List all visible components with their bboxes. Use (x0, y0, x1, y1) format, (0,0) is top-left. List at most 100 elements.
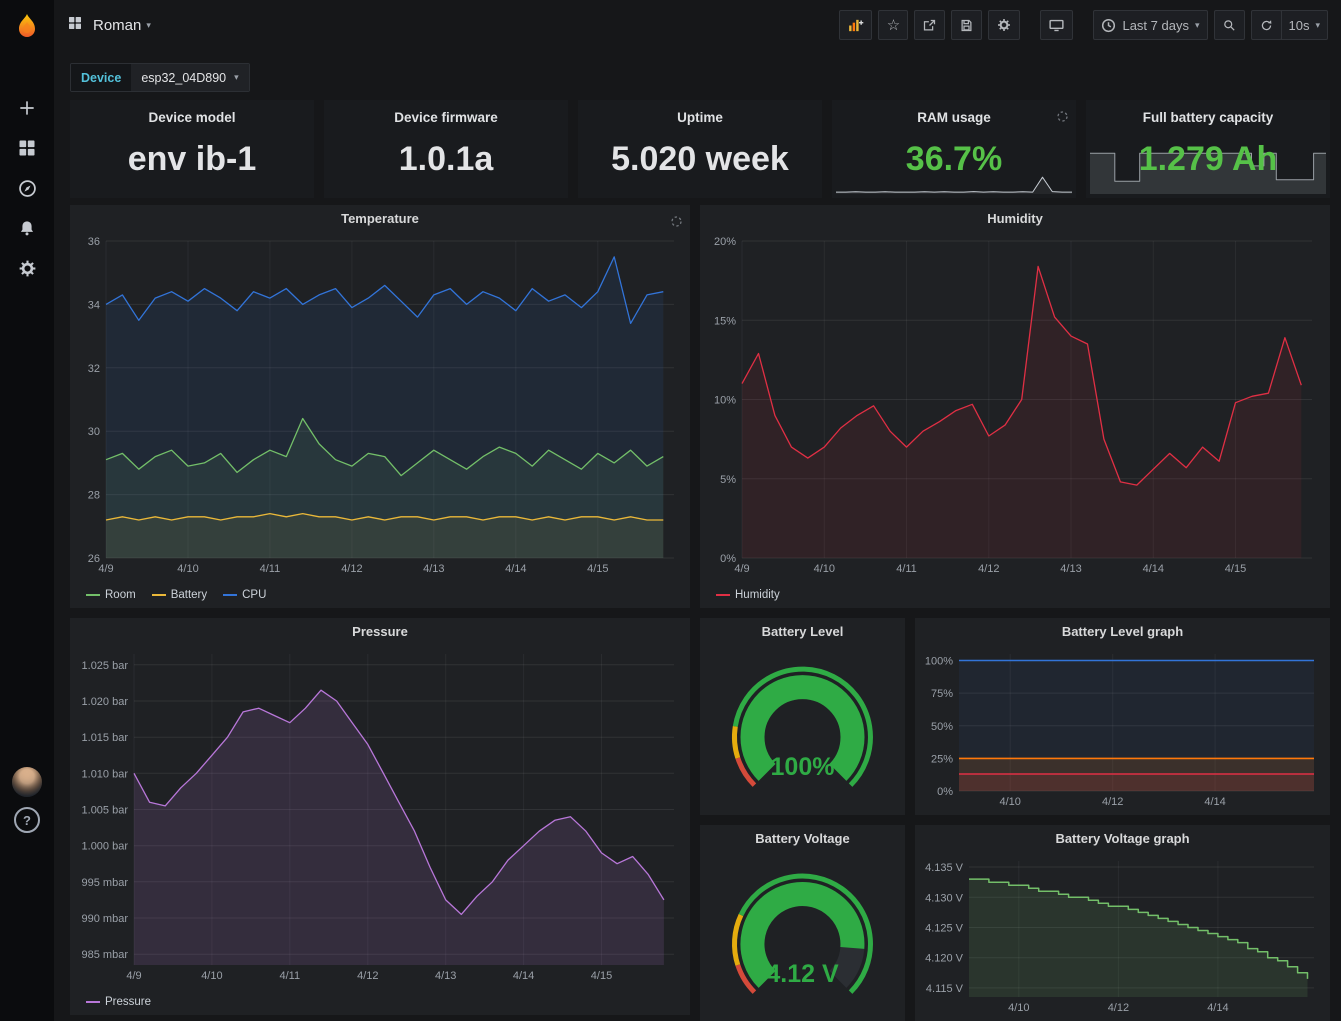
share-button[interactable] (914, 10, 946, 40)
time-range-button[interactable]: Last 7 days ▾ (1093, 10, 1208, 40)
battery-level-graph-chart[interactable]: 0% 25% 50% 75% 100% 4/10 4/12 4/14 (919, 646, 1326, 809)
stat-title[interactable]: Full battery capacity (1142, 110, 1274, 125)
dashboards-icon[interactable] (7, 128, 47, 168)
svg-text:15%: 15% (714, 315, 736, 327)
panel-title-pressure[interactable]: Pressure (352, 624, 408, 639)
tv-mode-button[interactable] (1040, 10, 1074, 40)
grafana-logo-icon[interactable] (7, 8, 47, 48)
refresh-interval-button[interactable]: 10s ▾ (1280, 10, 1328, 40)
svg-text:4/15: 4/15 (587, 563, 608, 575)
stat-title[interactable]: Device firmware (394, 110, 498, 125)
dashboard-settings-button[interactable] (988, 10, 1021, 40)
panel-title-temperature[interactable]: Temperature (341, 211, 419, 226)
stat-title[interactable]: Uptime (677, 110, 723, 125)
svg-text:30: 30 (88, 426, 100, 438)
chevron-down-icon[interactable]: ▾ (146, 19, 151, 30)
humidity-chart[interactable]: 0% 5% 10% 15% 20% 4/9 4/10 4/11 4/12 4/13 4/14 4/15 (704, 233, 1326, 578)
legend-item-battery[interactable]: Battery (151, 589, 207, 601)
svg-text:5%: 5% (720, 474, 736, 486)
svg-text:100%: 100% (925, 656, 953, 668)
help-icon[interactable]: ? (14, 807, 40, 833)
sidebar: ? (0, 0, 54, 1021)
battery-voltage-panel: Battery Voltage 4.12 V (700, 825, 905, 1021)
panel-title-battery-level-graph[interactable]: Battery Level graph (1061, 624, 1184, 639)
svg-text:4.125 V: 4.125 V (925, 923, 964, 935)
panel-title-battery-level[interactable]: Battery Level (761, 624, 844, 639)
avatar[interactable] (12, 767, 42, 797)
svg-text:4/9: 4/9 (734, 563, 749, 575)
legend-label: Humidity (735, 589, 780, 601)
svg-text:4/15: 4/15 (591, 970, 612, 982)
pressure-panel: Pressure 985 mbar 990 mbar 995 mbar 1.000 b… (70, 618, 690, 1015)
dashboards-grid-icon[interactable] (67, 15, 83, 36)
svg-text:1.015 bar: 1.015 bar (82, 732, 129, 744)
stat-value-ram-usage: 36.7% (905, 140, 1003, 178)
refresh-icon (1261, 19, 1271, 30)
add-icon[interactable] (7, 88, 47, 128)
loading-spinner-icon (671, 214, 682, 232)
svg-text:28: 28 (88, 490, 100, 502)
save-icon (961, 19, 972, 31)
stat-title[interactable]: RAM usage (917, 110, 991, 125)
pressure-chart[interactable]: 985 mbar 990 mbar 995 mbar 1.000 bar 1.005 b… (74, 646, 686, 985)
monitor-icon (1049, 19, 1065, 31)
panel-title-humidity[interactable]: Humidity (987, 211, 1043, 226)
temperature-chart[interactable]: 26 28 30 32 34 36 4/9 4/10 4/11 4/12 4/13 4/14 4/15 (74, 233, 686, 578)
svg-text:1.025 bar: 1.025 bar (82, 660, 129, 672)
sidebar-bottom: ? (12, 767, 42, 833)
configuration-gear-icon[interactable] (7, 248, 47, 288)
legend-item-room[interactable]: Room (86, 589, 136, 601)
refresh-button[interactable] (1250, 10, 1282, 40)
svg-text:4/12: 4/12 (978, 563, 999, 575)
svg-text:10%: 10% (714, 395, 736, 407)
legend-item-pressure[interactable]: Pressure (86, 996, 151, 1008)
panel-title-battery-voltage-graph[interactable]: Battery Voltage graph (1055, 831, 1190, 846)
legend-swatch (223, 594, 238, 596)
stat-panel-device-model: Device model env ib-1 (70, 100, 314, 198)
battery-voltage-graph-chart[interactable]: 4.115 V 4.120 V 4.125 V 4.130 V 4.135 V 4/10 4… (919, 853, 1326, 1015)
device-variable-select[interactable]: esp32_04D890 ▾ (131, 64, 249, 91)
svg-text:50%: 50% (931, 721, 953, 733)
star-button[interactable]: ☆ (878, 10, 909, 40)
svg-text:32: 32 (88, 363, 100, 375)
zoom-out-button[interactable] (1213, 10, 1245, 40)
device-variable: Device esp32_04D890 ▾ (70, 63, 250, 92)
legend-label: Room (105, 589, 136, 601)
alerting-bell-icon[interactable] (7, 208, 47, 248)
stat-value-battery-capacity: 1.279 Ah (1138, 140, 1278, 178)
add-panel-button[interactable] (839, 10, 873, 40)
battery-voltage-graph-panel: Battery Voltage graph 4.115 V 4.120 V 4.12… (915, 825, 1330, 1021)
dashboard-title[interactable]: Roman (93, 16, 142, 34)
svg-text:4/12: 4/12 (341, 563, 362, 575)
stat-panel-ram-usage: RAM usage 36.7% (832, 100, 1076, 198)
stat-value-device-model: env ib-1 (127, 140, 257, 178)
humidity-panel: Humidity 0% 5% 10% 15% 20% 4/9 4/10 4/11 4/12 4/1… (700, 205, 1330, 608)
svg-text:4/14: 4/14 (513, 970, 534, 982)
svg-text:4/11: 4/11 (896, 563, 917, 575)
stat-title[interactable]: Device model (148, 110, 236, 125)
legend-item-cpu[interactable]: CPU (223, 589, 266, 601)
save-button[interactable] (951, 10, 983, 40)
svg-text:4.12 V: 4.12 V (766, 960, 839, 988)
svg-text:4/12: 4/12 (1102, 796, 1123, 808)
panel-title-battery-voltage[interactable]: Battery Voltage (755, 831, 850, 846)
explore-icon[interactable] (7, 168, 47, 208)
time-range-label: Last 7 days (1122, 17, 1189, 33)
svg-text:4/13: 4/13 (423, 563, 444, 575)
svg-text:4/10: 4/10 (201, 970, 222, 982)
svg-text:990 mbar: 990 mbar (82, 913, 129, 925)
svg-text:36: 36 (88, 236, 100, 248)
svg-text:20%: 20% (714, 236, 736, 248)
svg-text:4/12: 4/12 (1108, 1002, 1129, 1014)
loading-spinner-icon (1057, 109, 1068, 127)
legend-swatch (86, 1001, 100, 1003)
svg-text:4.130 V: 4.130 V (925, 892, 964, 904)
device-variable-label: Device (71, 64, 132, 91)
battery-capacity-sparkline (1090, 152, 1326, 194)
share-icon (924, 19, 936, 30)
legend-item-humidity[interactable]: Humidity (716, 589, 780, 601)
legend-label: CPU (242, 589, 267, 601)
stat-panel-battery-capacity: Full battery capacity 1.279 Ah (1086, 100, 1330, 198)
svg-text:4/10: 4/10 (814, 563, 835, 575)
